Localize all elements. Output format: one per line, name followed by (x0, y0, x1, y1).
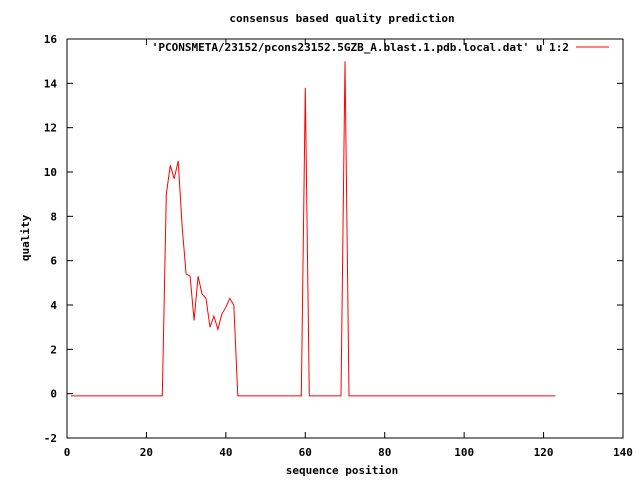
plot-frame (66, 38, 624, 439)
legend: 'PCONSMETA/23152/pcons23152.5GZB_A.blast… (152, 41, 609, 54)
y-tick-label: 8 (50, 210, 57, 223)
y-tick-label: 2 (50, 343, 57, 356)
y-tick-label: 0 (50, 388, 57, 401)
x-tick-label: 40 (219, 446, 232, 459)
x-tick-label: 120 (534, 446, 554, 459)
y-tick-label: 4 (50, 299, 57, 312)
x-tick-label: 100 (454, 446, 474, 459)
y-tick-label: 6 (50, 255, 57, 268)
legend-label: 'PCONSMETA/23152/pcons23152.5GZB_A.blast… (152, 41, 569, 54)
y-tick-label: -2 (44, 432, 57, 445)
y-axis-label: quality (19, 214, 32, 261)
series-line (71, 61, 556, 397)
y-tick-label: 10 (44, 166, 57, 179)
x-tick-label: 20 (140, 446, 153, 459)
x-tick-label: 0 (64, 446, 71, 459)
x-tick-label: 80 (378, 446, 391, 459)
series-layer (71, 61, 556, 397)
x-tick-label: 60 (299, 446, 312, 459)
x-tick-label: 140 (613, 446, 633, 459)
x-axis-label: sequence position (286, 464, 399, 477)
y-tick-label: 16 (44, 33, 58, 46)
y-tick-label: 14 (44, 77, 58, 90)
axis-ticks: 0 20 40 60 80 100 120 140 -2 0 2 4 6 8 10 12 14 16 (44, 33, 633, 459)
chart-title: consensus based quality prediction (229, 12, 454, 25)
y-tick-label: 12 (44, 122, 57, 135)
